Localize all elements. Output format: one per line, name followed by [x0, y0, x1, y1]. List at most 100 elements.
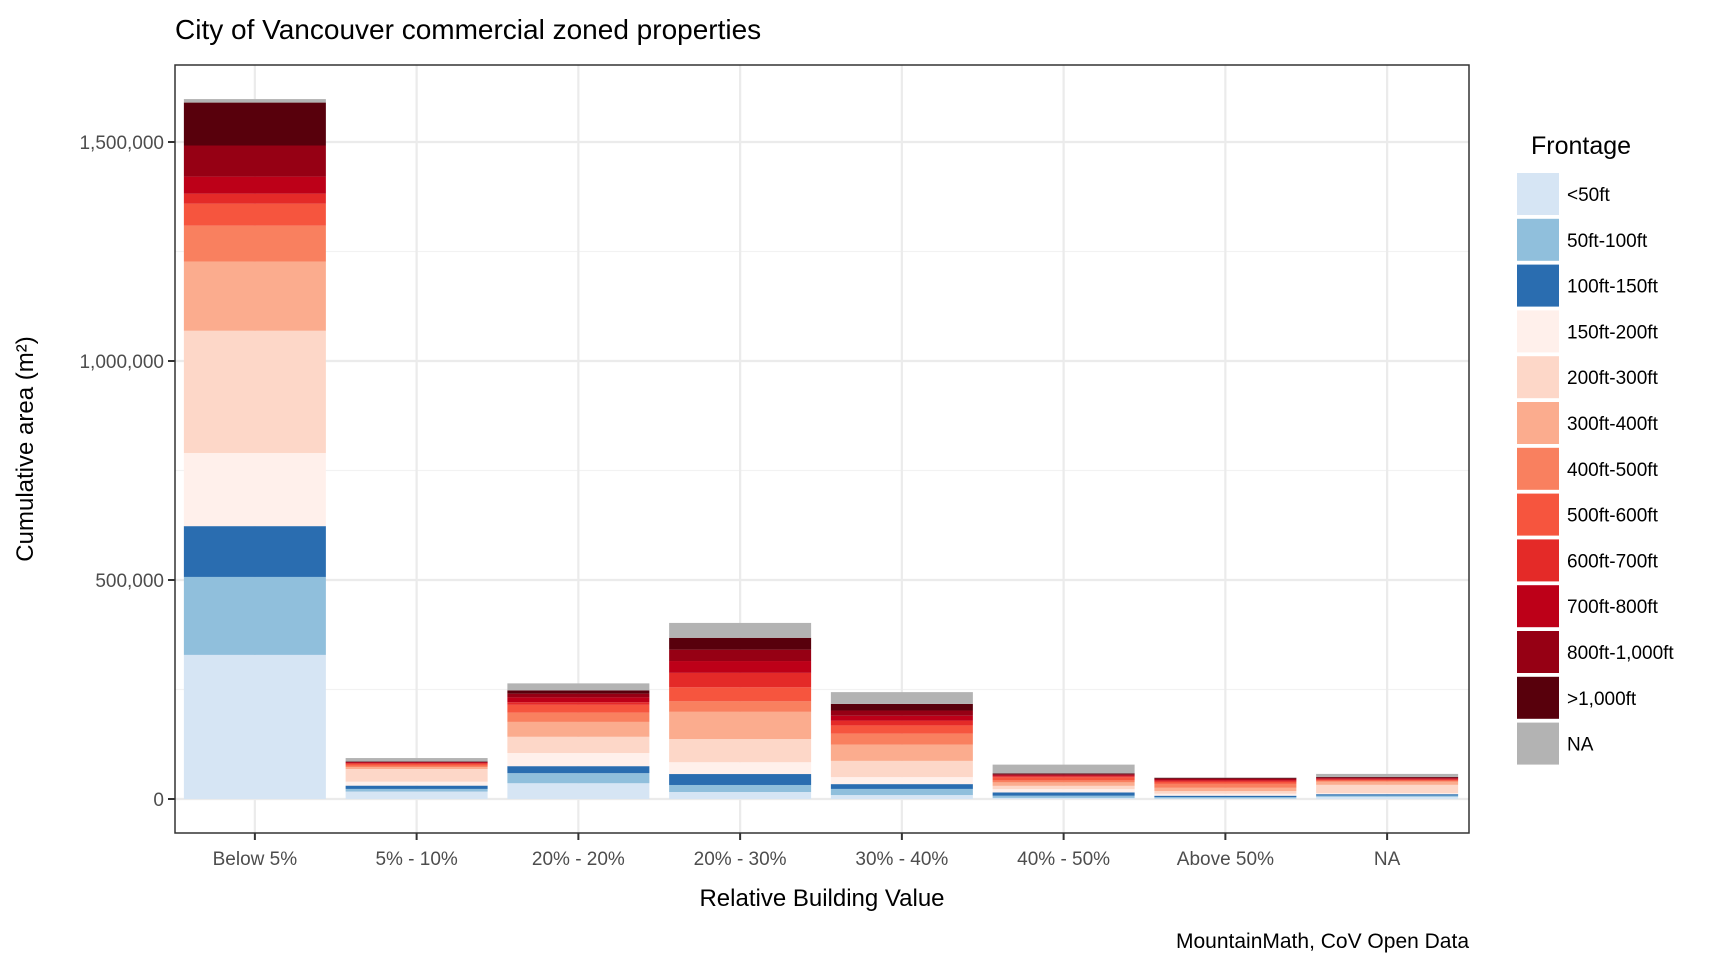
x-tick-label: 40% - 50% [1017, 849, 1110, 870]
legend-item: 800ft-1,000ft [1517, 631, 1674, 673]
bar-segment [345, 781, 488, 786]
x-tick-label: Above 50% [1177, 849, 1274, 870]
bar-segment [1154, 797, 1297, 799]
legend-item: 400ft-500ft [1517, 447, 1659, 490]
bar-segment [1154, 778, 1297, 780]
bar-segment [992, 785, 1135, 790]
bar-segment [1316, 784, 1459, 794]
y-tick-label: 1,000,000 [79, 352, 164, 373]
bar-segment [345, 767, 488, 769]
legend-label: NA [1567, 735, 1594, 756]
bar-segment [669, 774, 812, 785]
bar-segment [1316, 776, 1459, 778]
bar-segment [992, 797, 1135, 799]
bar-segment [183, 225, 326, 262]
legend-label: <50ft [1567, 185, 1611, 206]
legend-item: 500ft-600ft [1517, 493, 1659, 536]
bar-segment [830, 760, 973, 778]
bar-segment [992, 777, 1135, 781]
bar-segment [1154, 783, 1297, 788]
bar-stack [1154, 777, 1297, 799]
bar-segment [830, 777, 973, 785]
bar-segment [669, 711, 812, 739]
x-axis-title: Relative Building Value [699, 885, 944, 912]
legend-key [1517, 173, 1559, 215]
bar-stack [830, 692, 973, 799]
legend-key [1517, 218, 1559, 261]
legend-label: 500ft-600ft [1567, 506, 1659, 527]
x-tick-label: Below 5% [213, 849, 298, 870]
bar-segment [1154, 798, 1297, 799]
bar-segment [669, 637, 812, 650]
bar-segment [830, 733, 973, 745]
legend-item: 50ft-100ft [1517, 218, 1648, 261]
legend-label: 400ft-500ft [1567, 460, 1659, 481]
legend-key [1517, 539, 1559, 582]
bar-segment [669, 687, 812, 702]
gridlines [175, 65, 1469, 833]
legend-item: 200ft-300ft [1517, 356, 1659, 399]
bar-segment [1154, 793, 1297, 796]
bar-segment [507, 721, 650, 737]
bar-segment [507, 773, 650, 784]
bar-stack [1316, 773, 1459, 799]
bar-segment [183, 203, 326, 226]
bar-segment [345, 758, 488, 762]
bar-segment [992, 782, 1135, 786]
bar-segment [507, 753, 650, 767]
panel-background [175, 65, 1469, 833]
bar-segment [1316, 779, 1459, 781]
bar-stack [992, 764, 1135, 799]
bar-segment [1316, 778, 1459, 780]
legend: Frontage <50ft 50ft-100ft 100ft-150ft 150ft… [1517, 132, 1674, 765]
bar-segment [669, 661, 812, 673]
bar-segment [507, 697, 650, 703]
legend-item: 100ft-150ft [1517, 264, 1659, 307]
x-tick-label: 5% - 10% [375, 849, 457, 870]
legend-key [1517, 310, 1559, 353]
legend-label: 50ft-100ft [1567, 231, 1648, 252]
bar-stack [345, 758, 488, 799]
bar-stack [669, 622, 812, 799]
y-tick-label: 0 [153, 790, 164, 811]
legend-label: 150ft-200ft [1567, 322, 1659, 343]
bar-segment [183, 526, 326, 577]
bar-segment [345, 765, 488, 768]
legend-key [1517, 493, 1559, 536]
legend-key [1517, 402, 1559, 444]
bar-segment [830, 692, 973, 704]
y-axis: 0 500,000 1,000,000 1,500,000 [79, 133, 175, 811]
bar-segment [1316, 777, 1459, 779]
bar-segment [345, 791, 488, 799]
legend-key [1517, 676, 1559, 719]
bar-segment [1154, 787, 1297, 792]
bar-segment [992, 776, 1135, 778]
chart-caption: MountainMath, CoV Open Data [1176, 930, 1469, 953]
legend-label: 200ft-300ft [1567, 368, 1659, 389]
bar-segment [830, 784, 973, 789]
bar-segment [669, 672, 812, 688]
bar-segment [183, 99, 326, 103]
bar-segment [830, 710, 973, 716]
legend-label: 100ft-150ft [1567, 277, 1659, 298]
legend-item: 600ft-700ft [1517, 539, 1659, 582]
legend-title: Frontage [1531, 132, 1631, 160]
bar-segment [1316, 781, 1459, 785]
bar-segment [1316, 780, 1459, 782]
bar-segment [507, 704, 650, 713]
bar-segment [183, 654, 326, 799]
bar-segment [1316, 794, 1459, 796]
x-tick-label: 20% - 30% [694, 849, 787, 870]
legend-label: 700ft-800ft [1567, 597, 1659, 618]
legend-key [1517, 631, 1559, 673]
bar-segment [669, 784, 812, 792]
bar-segment [183, 176, 326, 194]
bar-segment [992, 789, 1135, 793]
bar-segment [183, 261, 326, 331]
legend-label: >1,000ft [1567, 689, 1637, 710]
bar-segment [507, 783, 650, 799]
bar-segment [183, 576, 326, 655]
bar-segment [992, 774, 1135, 776]
x-axis: Below 5% 5% - 10% 20% - 20% 20% - 30% 30% - … [213, 833, 1401, 870]
bar-segment [345, 763, 488, 764]
